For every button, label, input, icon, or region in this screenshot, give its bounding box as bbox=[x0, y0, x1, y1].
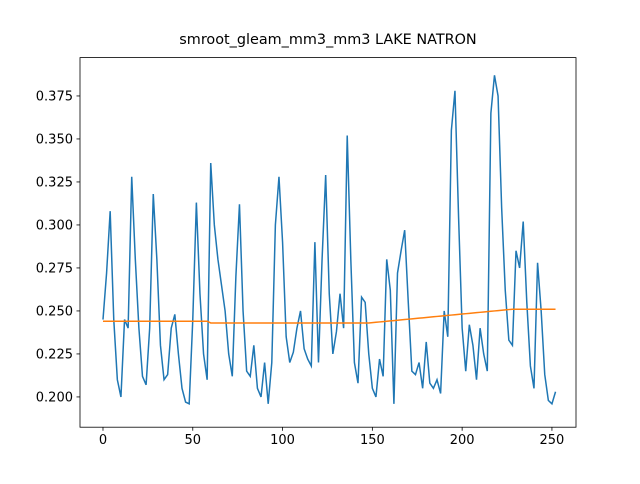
plot-frame bbox=[79, 57, 577, 428]
series-line bbox=[102, 308, 556, 324]
x-tick-label: 100 bbox=[270, 433, 295, 448]
x-tick-label: 0 bbox=[99, 433, 107, 448]
y-tick-label: 0.325 bbox=[36, 175, 73, 190]
y-tick-label: 0.225 bbox=[36, 347, 73, 362]
series-line bbox=[102, 75, 557, 406]
chart-title: smroot_gleam_mm3_mm3 LAKE NATRON bbox=[179, 32, 476, 48]
y-tick-label: 0.300 bbox=[36, 218, 73, 233]
x-tick-label: 200 bbox=[450, 433, 475, 448]
x-tick-label: 250 bbox=[540, 433, 565, 448]
y-tick-label: 0.250 bbox=[36, 304, 73, 319]
y-tick-label: 0.350 bbox=[36, 132, 73, 147]
y-tick-label: 0.375 bbox=[36, 89, 73, 104]
x-tick-label: 50 bbox=[185, 433, 202, 448]
y-tick-label: 0.275 bbox=[36, 261, 73, 276]
y-tick-label: 0.200 bbox=[36, 390, 73, 405]
x-tick-label: 150 bbox=[360, 433, 385, 448]
